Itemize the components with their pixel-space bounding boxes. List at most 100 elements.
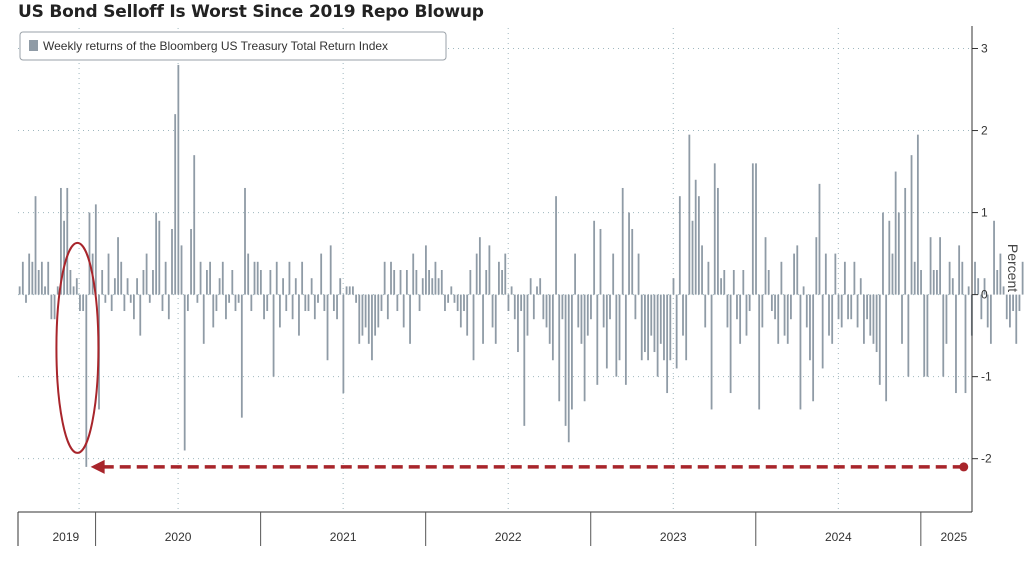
bar [186, 294, 189, 312]
bar [320, 253, 323, 295]
bar [50, 294, 53, 320]
bar [482, 294, 484, 344]
bar [577, 294, 580, 328]
bar [342, 294, 345, 394]
bar [958, 245, 961, 295]
bar [885, 294, 888, 402]
bar [123, 294, 126, 312]
bar [225, 294, 227, 320]
bar [558, 294, 561, 402]
bar [872, 294, 875, 344]
bar [536, 286, 538, 295]
bar [307, 294, 310, 312]
bar [485, 270, 488, 295]
bar [329, 245, 332, 295]
bar [793, 253, 795, 295]
bar [171, 228, 173, 295]
bar [418, 294, 421, 312]
bar [790, 294, 792, 320]
bar [701, 245, 703, 295]
bar [875, 294, 878, 353]
bar [799, 294, 802, 410]
bar [609, 294, 611, 320]
bar [63, 220, 65, 295]
y-axis-label: Percent [1005, 244, 1021, 292]
bar [843, 261, 846, 295]
bar [821, 294, 824, 369]
bar [282, 278, 284, 295]
bar [942, 294, 945, 377]
bar [148, 294, 151, 303]
bar [678, 196, 681, 295]
bar [275, 261, 278, 295]
bar [399, 270, 402, 295]
bar [948, 261, 951, 295]
bar [152, 270, 154, 295]
bar [428, 270, 430, 295]
bar [69, 270, 72, 295]
bar [304, 294, 307, 312]
bar [453, 294, 456, 303]
bar [551, 294, 554, 361]
bar [269, 270, 272, 295]
bar [878, 294, 881, 385]
bar [336, 294, 338, 320]
bar [110, 294, 113, 312]
bar [602, 294, 605, 328]
y-tick-label: 3 [981, 42, 988, 56]
bar [704, 294, 707, 328]
bar [221, 261, 224, 295]
bar [164, 261, 167, 295]
bar [237, 294, 240, 303]
bar [571, 294, 573, 410]
bar [358, 294, 361, 344]
bar [409, 294, 411, 344]
bar [72, 286, 75, 295]
bar [47, 261, 50, 295]
bar [31, 261, 34, 295]
bar [767, 270, 770, 295]
bar [279, 294, 281, 328]
bar [774, 294, 776, 320]
bar [364, 294, 367, 328]
bar [989, 294, 992, 344]
bar [444, 294, 446, 312]
bar [532, 294, 535, 320]
bar [177, 64, 180, 295]
bar [386, 294, 389, 320]
bar [659, 294, 662, 344]
bar [809, 294, 811, 361]
bar [212, 294, 215, 328]
bar [964, 294, 967, 394]
bar [1021, 261, 1024, 295]
bar [650, 294, 653, 336]
bar [117, 237, 119, 295]
bar [161, 294, 164, 312]
bar [272, 294, 275, 377]
bar [1015, 294, 1018, 344]
bar [498, 261, 500, 295]
bar [263, 294, 265, 320]
bar [850, 294, 853, 320]
bar [691, 220, 694, 295]
bar [377, 294, 380, 328]
bar [539, 278, 542, 295]
bar [113, 278, 116, 295]
bar [40, 261, 43, 295]
bar [142, 270, 145, 295]
bar [777, 294, 780, 344]
x-tick-label: 2021 [330, 530, 357, 544]
bar [361, 294, 364, 336]
bar [745, 294, 748, 336]
bar [256, 261, 259, 295]
bar [863, 294, 865, 344]
bar [834, 253, 837, 295]
bar [666, 294, 669, 394]
bar [580, 294, 583, 344]
bar [567, 294, 570, 443]
bar [786, 294, 789, 344]
bar [837, 294, 840, 320]
bar [215, 294, 218, 312]
bar [999, 253, 1002, 295]
bar [434, 261, 437, 295]
